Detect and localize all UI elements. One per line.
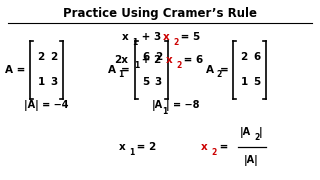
Text: 1: 1 xyxy=(162,107,168,116)
Text: A: A xyxy=(108,65,116,75)
Text: =: = xyxy=(220,65,228,75)
Text: = 2: = 2 xyxy=(133,142,156,152)
Text: 6: 6 xyxy=(253,52,260,62)
Text: 5: 5 xyxy=(253,77,260,87)
Text: x: x xyxy=(122,32,129,42)
Text: x: x xyxy=(166,55,172,65)
Text: |A: |A xyxy=(239,127,251,138)
Text: 2: 2 xyxy=(37,52,45,62)
Text: |: | xyxy=(258,127,262,138)
Text: = 5: = 5 xyxy=(178,32,201,42)
Text: 2x: 2x xyxy=(114,55,128,65)
Text: 3: 3 xyxy=(50,77,57,87)
Text: 6: 6 xyxy=(142,52,149,62)
Text: 2: 2 xyxy=(50,52,57,62)
Text: 2: 2 xyxy=(176,61,181,70)
Text: 2: 2 xyxy=(155,52,162,62)
Text: A: A xyxy=(206,65,214,75)
Text: x: x xyxy=(201,142,208,152)
Text: Practice Using Cramer’s Rule: Practice Using Cramer’s Rule xyxy=(63,7,257,20)
Text: |A|: |A| xyxy=(244,155,259,166)
Text: |A: |A xyxy=(151,100,163,111)
Text: x: x xyxy=(119,142,125,152)
Text: A =: A = xyxy=(4,65,25,75)
Text: 1: 1 xyxy=(132,38,138,47)
Text: 1: 1 xyxy=(118,70,124,79)
Text: =: = xyxy=(121,65,130,75)
Text: x: x xyxy=(163,32,170,42)
Text: + 2: + 2 xyxy=(139,55,162,65)
Text: 3: 3 xyxy=(155,77,162,87)
Text: 1: 1 xyxy=(129,148,134,157)
Text: 1: 1 xyxy=(240,77,248,87)
Text: 2: 2 xyxy=(216,70,222,79)
Text: + 3: + 3 xyxy=(138,32,161,42)
Text: =: = xyxy=(215,142,228,152)
Text: 2: 2 xyxy=(174,38,179,47)
Text: | = −8: | = −8 xyxy=(166,100,200,111)
Text: = 6: = 6 xyxy=(180,55,203,65)
Text: 1: 1 xyxy=(134,61,139,70)
Text: 5: 5 xyxy=(142,77,149,87)
Text: 2: 2 xyxy=(212,148,217,157)
Text: |A| = −4: |A| = −4 xyxy=(24,100,69,111)
Text: 2: 2 xyxy=(254,133,260,142)
Text: 2: 2 xyxy=(240,52,248,62)
Text: 1: 1 xyxy=(37,77,45,87)
